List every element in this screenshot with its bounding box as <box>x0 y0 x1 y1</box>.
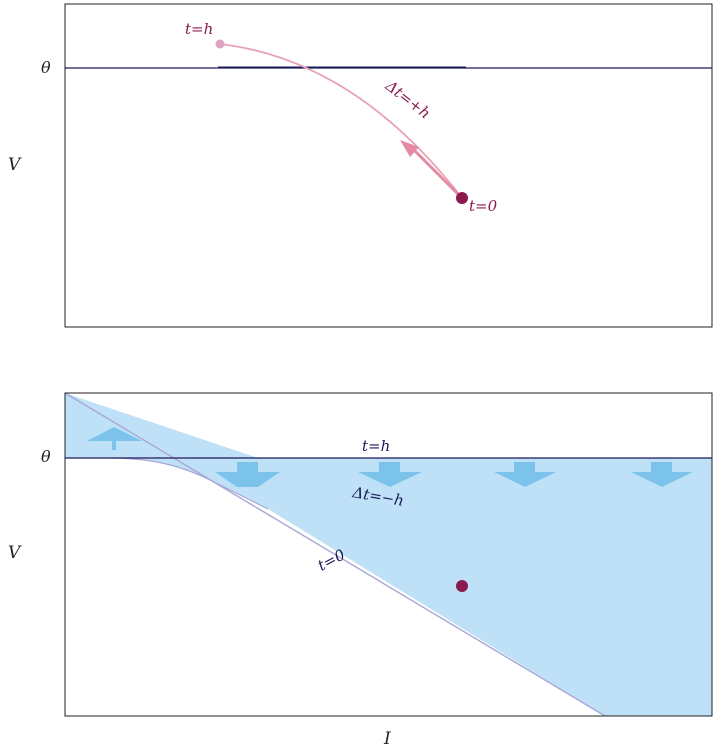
bottom-t0-line <box>64 392 606 717</box>
top-panel: θ V t=h Δt=+h t=0 <box>8 3 713 328</box>
top-trajectory-arrowhead <box>400 140 419 157</box>
bottom-theta-label: θ <box>41 447 51 466</box>
bottom-up-arrow <box>87 427 142 450</box>
bottom-y-axis-label: V <box>8 543 22 563</box>
top-point-t-h <box>215 39 225 49</box>
top-label-dt: Δt=+h <box>381 76 434 123</box>
bottom-down-arrow-1 <box>215 462 280 487</box>
bottom-x-axis-label: I <box>383 729 391 749</box>
top-panel-frame <box>64 3 713 328</box>
bottom-down-arrow-4 <box>631 462 693 487</box>
top-theta-label: θ <box>41 58 51 77</box>
bottom-down-arrow-2 <box>358 462 422 487</box>
top-label-t-h: t=h <box>185 20 213 38</box>
bottom-point <box>456 580 468 592</box>
bottom-label-t-h: t=h <box>362 437 390 455</box>
top-trajectory-curve <box>219 43 463 199</box>
top-trajectory-arrow-shaft <box>410 146 464 200</box>
bottom-panel-frame <box>64 392 713 717</box>
top-point-t0 <box>456 192 468 204</box>
top-label-t0: t=0 <box>469 197 498 215</box>
top-y-axis-label: V <box>8 155 22 175</box>
bottom-panel: θ V I t=h Δt=−h t=0 <box>8 392 713 749</box>
bottom-down-arrow-3 <box>494 462 556 487</box>
